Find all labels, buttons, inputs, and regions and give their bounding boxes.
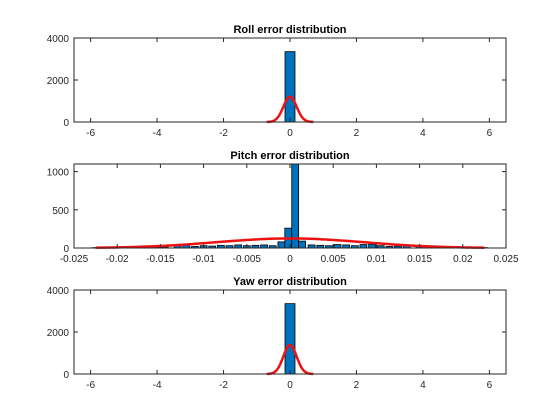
pitch-y-tick-label: 0 [63, 244, 69, 255]
pitch-histogram-bar [333, 244, 342, 249]
roll-histogram-bar [284, 51, 296, 123]
roll-error-subplot: Roll error distribution -6 -4 -2 0 2 4 6 0 2000 4… [47, 24, 507, 139]
pitch-x-tick-label: -0.005 [233, 254, 262, 265]
pitch-histogram-bar [291, 163, 300, 249]
pitch-x-tick-label: -0.01 [192, 254, 215, 265]
roll-x-tick-label: 0 [287, 128, 293, 139]
roll-x-tick-label: 4 [420, 128, 426, 139]
pitch-histogram-bar [368, 243, 376, 249]
yaw-chart-title: Yaw error distribution [233, 276, 347, 288]
roll-normal-fit-curve [265, 95, 315, 124]
yaw-y-tick-label: 0 [63, 370, 69, 381]
roll-x-tick-label: 6 [487, 128, 493, 139]
pitch-chart-title: Pitch error distribution [230, 150, 349, 162]
yaw-x-tick-label: 0 [287, 380, 293, 391]
yaw-x-tick-label: 6 [487, 380, 493, 391]
roll-x-tick-label: -2 [219, 128, 228, 139]
roll-y-tick-label: 4000 [47, 34, 70, 45]
yaw-x-tick-label: -2 [219, 380, 228, 391]
pitch-y-tick-label: 1000 [47, 168, 70, 179]
pitch-x-tick-label: 0.01 [367, 254, 387, 265]
roll-chart-title: Roll error distribution [233, 24, 346, 36]
pitch-x-tick-label: 0.015 [407, 254, 432, 265]
pitch-x-tick-label: -0.025 [60, 254, 89, 265]
pitch-histogram-bar [298, 240, 306, 249]
roll-x-tick-label: -4 [153, 128, 162, 139]
pitch-histogram-bar [277, 241, 286, 249]
yaw-x-tick-label: 4 [420, 380, 426, 391]
yaw-y-tick-label: 4000 [47, 286, 70, 297]
yaw-x-tick-label: -4 [153, 380, 162, 391]
yaw-x-tick-label: 2 [354, 380, 360, 391]
pitch-error-subplot: Pitch error distribution -0.025 -0.02 -0.0… [47, 150, 519, 265]
yaw-y-tick-label: 2000 [47, 328, 70, 339]
pitch-x-tick-label: -0.02 [106, 254, 129, 265]
roll-x-tick-label: -6 [86, 128, 95, 139]
roll-y-tick-label: 0 [63, 118, 69, 129]
roll-y-tick-label: 2000 [47, 76, 70, 87]
pitch-x-tick-label: 0 [287, 254, 293, 265]
yaw-error-subplot: Yaw error distribution -6 -4 -2 0 2 4 6 0 2000 40… [47, 276, 507, 391]
pitch-histogram-bar [359, 244, 368, 249]
pitch-y-tick-label: 500 [52, 206, 69, 217]
yaw-x-tick-label: -6 [86, 380, 95, 391]
pitch-x-tick-label: 0.025 [493, 254, 518, 265]
pitch-x-tick-label: 0.005 [321, 254, 346, 265]
pitch-x-tick-label: -0.015 [146, 254, 175, 265]
roll-x-tick-label: 2 [354, 128, 360, 139]
pitch-x-tick-label: 0.02 [453, 254, 473, 265]
yaw-histogram-bar [284, 303, 296, 375]
yaw-normal-fit-curve [265, 343, 315, 376]
